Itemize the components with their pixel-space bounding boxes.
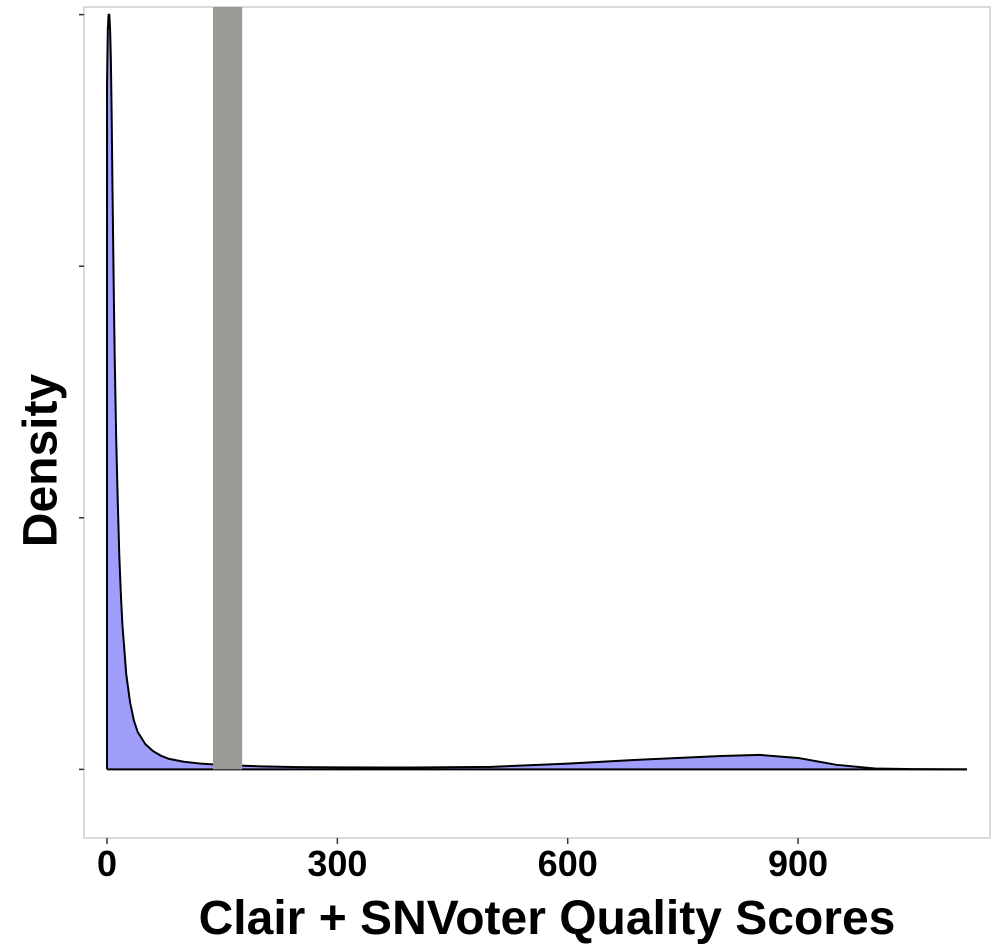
threshold-band <box>212 7 243 770</box>
x-tick-label: 600 <box>538 843 598 884</box>
x-tick-label: 300 <box>307 843 367 884</box>
x-axis-title: Clair + SNVoter Quality Scores <box>199 892 896 945</box>
x-tick-label: 0 <box>97 843 117 884</box>
x-tick-label: 900 <box>768 843 828 884</box>
y-axis-title: Density <box>15 374 68 548</box>
density-line <box>106 13 967 771</box>
